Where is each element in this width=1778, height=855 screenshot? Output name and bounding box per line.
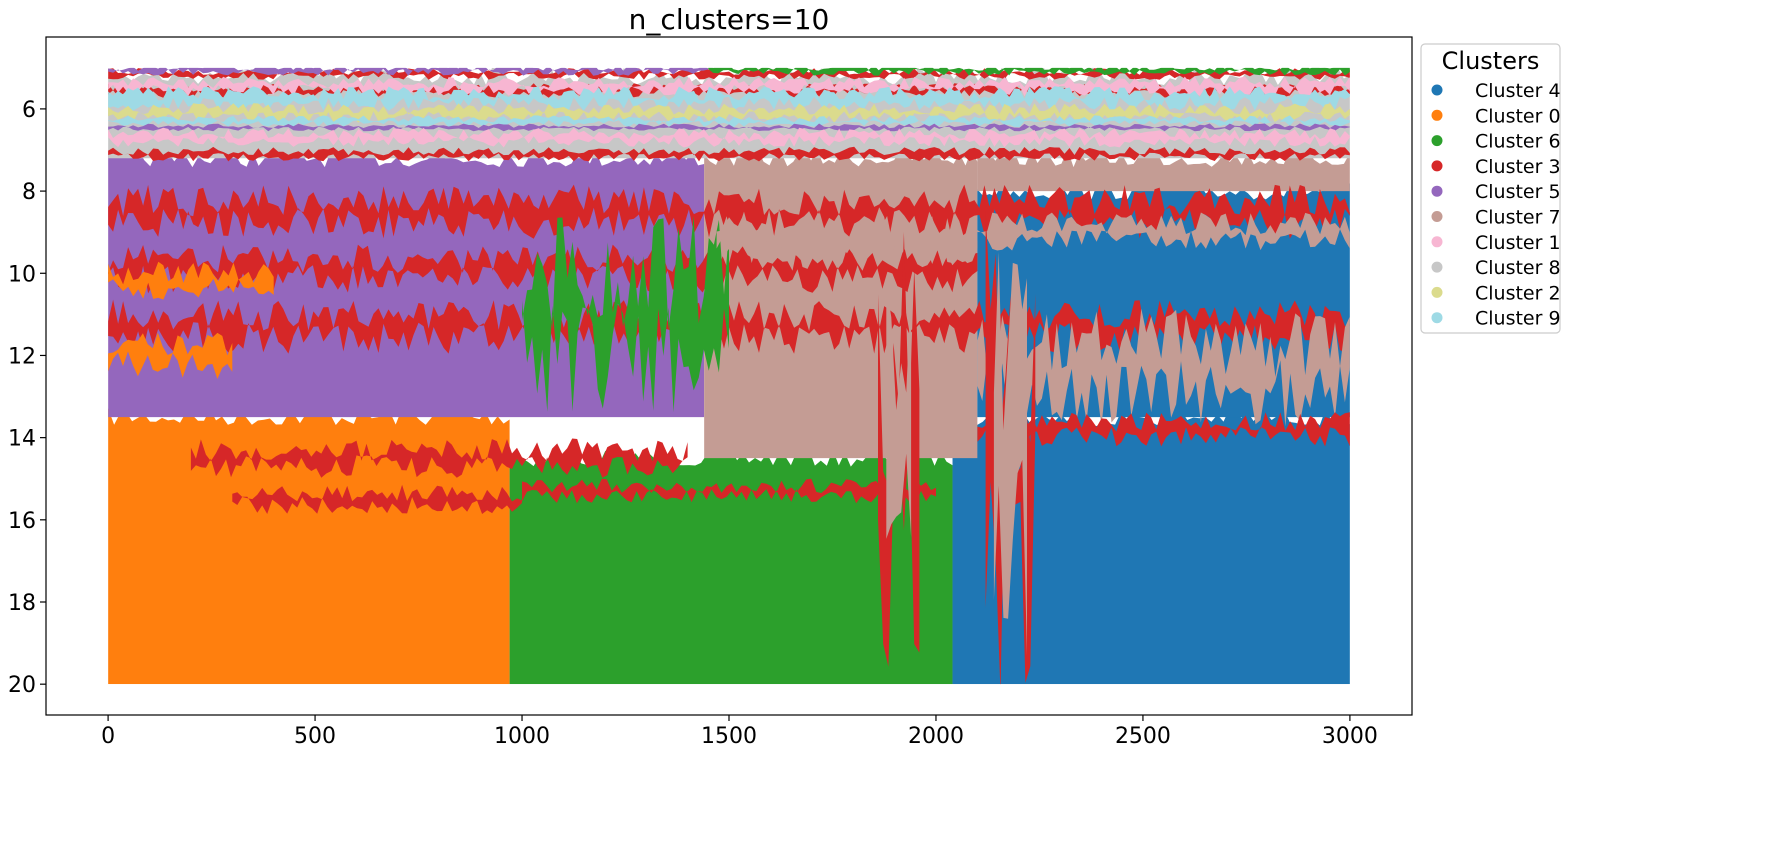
y-tick-label: 14	[8, 427, 36, 452]
legend-marker	[1431, 286, 1443, 298]
y-tick-label: 16	[8, 509, 36, 534]
band-cluster-7	[977, 308, 1350, 427]
legend-marker	[1431, 312, 1443, 324]
legend-marker	[1431, 185, 1443, 197]
band-cluster-9	[108, 115, 1350, 128]
band-cluster-7	[993, 251, 1027, 656]
legend-label: Cluster 3	[1475, 156, 1561, 178]
legend-marker	[1431, 211, 1443, 222]
legend-label: Cluster 5	[1475, 181, 1561, 203]
legend-label: Cluster 2	[1475, 282, 1561, 304]
band-cluster-3	[108, 146, 1350, 162]
chart-title: n_clusters=10	[629, 3, 830, 36]
band-cluster-7	[977, 212, 1350, 251]
legend-marker	[1431, 261, 1443, 273]
plot-area	[108, 67, 1350, 685]
band-cluster-3	[977, 412, 1350, 447]
x-tick-label: 2500	[1115, 724, 1171, 749]
region-cluster-7	[704, 149, 978, 459]
legend-label: Cluster 0	[1475, 105, 1561, 127]
band-cluster-9	[108, 86, 1350, 111]
legend-marker	[1431, 236, 1443, 248]
legend-label: Cluster 6	[1475, 131, 1561, 153]
legend-item: Cluster 8	[1431, 257, 1561, 279]
region-cluster-0	[108, 408, 510, 685]
x-tick-label: 1000	[494, 724, 550, 749]
x-axis: 0 500 1000 1500 2000 2500 3000	[101, 715, 1378, 749]
legend-title: Clusters	[1442, 47, 1540, 75]
band-cluster-7	[716, 216, 978, 264]
band-cluster-5	[108, 123, 1350, 132]
legend-marker	[1431, 135, 1443, 147]
legend-item: Cluster 7	[1431, 207, 1561, 229]
band-cluster-3	[232, 484, 523, 514]
legend-label: Cluster 7	[1475, 207, 1561, 229]
x-tick-label: 500	[294, 724, 336, 749]
y-tick-label: 18	[8, 591, 36, 616]
band-cluster-1	[108, 127, 1350, 148]
y-axis: 6 8 10 12 14 16 18 20	[8, 98, 46, 698]
band-cluster-0	[108, 261, 274, 300]
band-cluster-3	[190, 438, 688, 478]
y-tick-label: 20	[8, 673, 36, 698]
legend-box	[1420, 43, 1561, 334]
legend-item: Cluster 5	[1431, 181, 1561, 203]
band-cluster-7	[886, 284, 912, 539]
band-cluster-0	[108, 332, 233, 379]
y-tick-label: 6	[22, 98, 36, 123]
y-tick-label: 10	[8, 262, 36, 287]
region-cluster-4	[952, 408, 1350, 685]
legend-label: Cluster 8	[1475, 257, 1561, 279]
band-cluster-5	[108, 67, 709, 76]
legend-marker	[1431, 160, 1443, 172]
legend-item: Cluster 1	[1431, 232, 1561, 254]
band-cluster-6	[708, 67, 1350, 76]
x-tick-label: 2000	[908, 724, 964, 749]
x-tick-label: 3000	[1322, 724, 1378, 749]
legend-label: Cluster 9	[1475, 308, 1561, 330]
legend-label: Cluster 1	[1475, 232, 1561, 254]
legend-marker	[1431, 84, 1443, 96]
band-cluster-6	[522, 216, 729, 412]
band-cluster-3	[522, 478, 936, 504]
y-tick-label: 8	[22, 180, 36, 205]
x-tick-label: 1500	[701, 724, 757, 749]
legend-label: Cluster 4	[1475, 80, 1561, 102]
y-tick-label: 12	[8, 344, 36, 369]
x-tick-label: 0	[101, 724, 115, 749]
legend-marker	[1431, 109, 1443, 121]
region-cluster-6	[509, 449, 953, 685]
legend-items: Cluster 4 Cluster 0 Cluster 6 Cluster 3 Clus…	[1431, 80, 1561, 330]
legend-item: Cluster 0	[1431, 105, 1561, 127]
legend-item: Cluster 9	[1431, 308, 1561, 330]
band-cluster-3	[878, 232, 920, 667]
legend-item: Cluster 4	[1431, 80, 1561, 102]
legend-item: Cluster 6	[1431, 131, 1561, 153]
legend-item: Cluster 2	[1431, 282, 1561, 304]
band-cluster-3	[108, 184, 1350, 239]
legend-item: Cluster 3	[1431, 156, 1561, 178]
band-cluster-1	[108, 76, 1350, 97]
